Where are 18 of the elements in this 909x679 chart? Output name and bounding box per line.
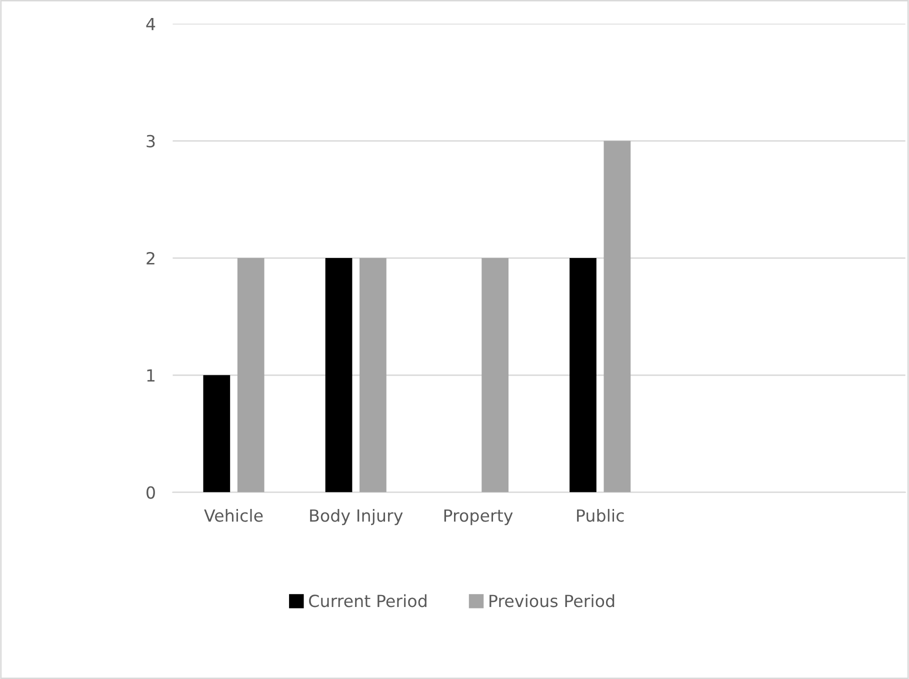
- bar: [203, 375, 230, 492]
- x-tick-label: Body Injury: [310, 508, 403, 526]
- bar: [237, 258, 264, 492]
- y-tick-label: 0: [146, 486, 155, 499]
- x-tick-label: Public: [577, 508, 624, 522]
- bar: [604, 140, 631, 492]
- y-tick-label: 3: [146, 134, 155, 148]
- legend-label: Current Period: [309, 594, 426, 608]
- bar: [360, 258, 386, 492]
- legend-label: Previous Period: [490, 594, 614, 608]
- bar: [325, 258, 352, 492]
- y-tick-label: 2: [146, 252, 154, 264]
- x-tick-label: Property: [444, 509, 513, 526]
- bar: [482, 258, 509, 492]
- bar: [570, 258, 596, 492]
- y-tick-label: 1: [147, 369, 155, 382]
- x-tick-label: Vehicle: [204, 508, 263, 522]
- y-tick-label: 4: [146, 18, 156, 30]
